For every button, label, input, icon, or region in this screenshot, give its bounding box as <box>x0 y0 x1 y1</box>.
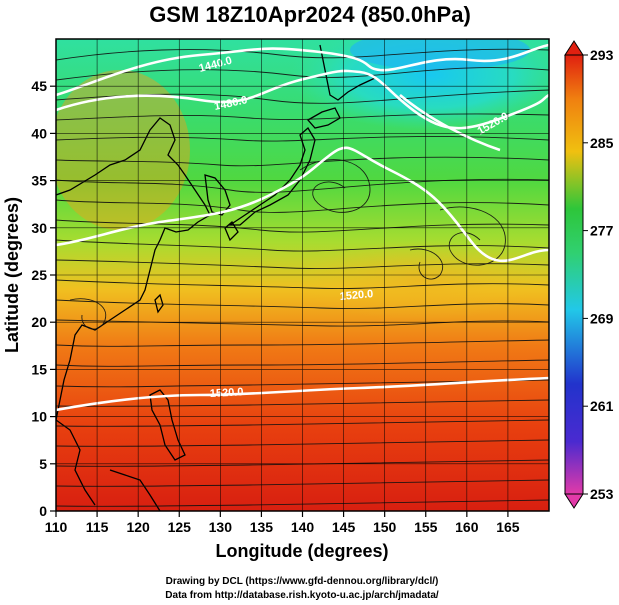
x-tick-label: 165 <box>496 519 520 535</box>
x-tick-label: 120 <box>126 519 150 535</box>
x-tick-label: 140 <box>291 519 315 535</box>
height-contours <box>56 43 549 412</box>
indochina-coast <box>56 419 96 506</box>
contour-1440 <box>56 43 549 97</box>
contour-1480 <box>56 69 549 130</box>
y-tick-label: 0 <box>39 503 47 519</box>
contour-label-4: 1520.0 <box>339 288 374 303</box>
colorbar-tick-label: 293 <box>590 47 614 63</box>
contour-label-5: 1520.0 <box>210 386 244 400</box>
contour-1560 <box>56 376 549 412</box>
colorbar-ticks: 293 285 277 269 261 253 <box>583 47 614 502</box>
plot-area: 1440.0 1480.0 1520.0 1520.0 1520.0 <box>56 39 549 511</box>
colorbar-tick-label: 285 <box>590 135 614 151</box>
y-tick-label: 20 <box>31 314 47 330</box>
colorbar: 293 285 277 269 261 253 <box>564 40 614 509</box>
cold-region <box>290 39 549 130</box>
colorbar-tick-label: 277 <box>590 223 614 239</box>
x-tick-label: 110 <box>45 519 68 535</box>
y-tick-label: 5 <box>39 456 47 472</box>
x-tick-label: 160 <box>455 519 479 535</box>
x-tick-label: 115 <box>86 519 109 535</box>
credit-line-1: Drawing by DCL (https://www.gfd-dennou.o… <box>166 576 439 587</box>
y-tick-label: 15 <box>31 361 47 377</box>
x-tick-label: 130 <box>209 519 233 535</box>
borneo-coast <box>109 469 161 511</box>
sakhalin-kurils <box>319 44 376 101</box>
x-tick-label: 155 <box>414 519 438 535</box>
map-title: GSM 18Z10Apr2024 (850.0hPa) <box>149 2 471 27</box>
colorbar-tick-label: 261 <box>590 398 614 414</box>
x-axis: 110 115 120 125 130 135 140 145 150 155 160 165 <box>45 511 520 535</box>
wind-streamlines <box>56 48 549 507</box>
y-tick-label: 40 <box>31 125 47 141</box>
y-axis-label: Latitude (degrees) <box>2 197 22 353</box>
warm-patch-west <box>56 70 190 230</box>
y-tick-label: 45 <box>31 78 47 94</box>
y-axis: 0 5 10 15 20 25 30 35 40 45 <box>31 78 56 519</box>
y-tick-label: 25 <box>31 267 47 283</box>
y-tick-label: 10 <box>31 409 47 425</box>
colorbar-top-arrow <box>564 40 584 56</box>
x-tick-label: 150 <box>373 519 397 535</box>
y-tick-label: 30 <box>31 220 47 236</box>
lat-lon-grid <box>56 39 549 511</box>
credit-line-2: Data from http://database.rish.kyoto-u.a… <box>165 590 439 601</box>
colorbar-bottom-arrow <box>564 493 584 509</box>
x-tick-label: 145 <box>332 519 356 535</box>
x-tick-label: 135 <box>250 519 274 535</box>
japan-honshu <box>227 126 316 226</box>
colorbar-gradient <box>564 54 584 495</box>
taiwan <box>154 293 164 314</box>
colorbar-tick-label: 269 <box>590 310 614 326</box>
cold-core <box>350 39 530 70</box>
warm-patch <box>300 240 540 320</box>
japan-kyushu <box>224 221 239 242</box>
colorbar-tick-label: 253 <box>590 486 614 502</box>
contour-extra-1 <box>399 94 501 152</box>
x-tick-label: 125 <box>168 519 192 535</box>
x-axis-label: Longitude (degrees) <box>215 541 388 561</box>
contour-1520 <box>56 146 549 262</box>
y-tick-label: 35 <box>31 173 47 189</box>
